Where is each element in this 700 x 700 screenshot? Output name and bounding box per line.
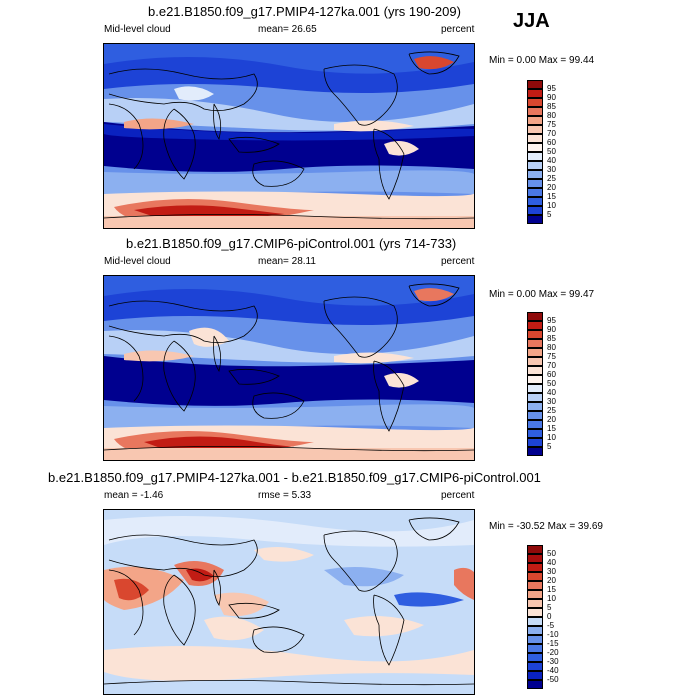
- cbar-1-label: 60: [547, 138, 556, 147]
- cbar-1-label: 80: [547, 111, 556, 120]
- panel-3-minmax-label: Min = -30.52 Max = 39.69: [489, 521, 603, 532]
- cbar-3-label: 40: [547, 558, 556, 567]
- cbar-1-label: 85: [547, 102, 556, 111]
- cbar-3-label: 5: [547, 603, 552, 612]
- panel-1-mean-label: mean= 26.65: [258, 24, 317, 35]
- cbar-2-label: 75: [547, 352, 556, 361]
- cbar-2-label: 85: [547, 334, 556, 343]
- season-label: JJA: [513, 10, 550, 32]
- panel-1-map: [103, 43, 475, 229]
- cbar-3-label: -20: [547, 648, 559, 657]
- cbar-3-label: 30: [547, 567, 556, 576]
- panel-2-minmax-label: Min = 0.00 Max = 99.47: [489, 289, 595, 300]
- cbar-3-label: -40: [547, 666, 559, 675]
- cbar-3-label: 0: [547, 612, 552, 621]
- panel-3-map-svg: [104, 510, 474, 694]
- cbar-2-label: 20: [547, 415, 556, 424]
- cbar-3-label: 20: [547, 576, 556, 585]
- panel-3-mean-label: mean = -1.46: [104, 490, 164, 501]
- panel-1-units-label: percent: [441, 24, 475, 35]
- cbar-1-label: 95: [547, 84, 556, 93]
- cbar-3-label: 15: [547, 585, 556, 594]
- cbar-1-label: 30: [547, 165, 556, 174]
- cbar-2-label: 90: [547, 325, 556, 334]
- panel-3-units-label: percent: [441, 490, 475, 501]
- cbar-2-label: 95: [547, 316, 556, 325]
- panel-1-colorbar: 95 90 85 80 75 70 60 50 40 30 25 20 15 1…: [527, 80, 587, 225]
- cbar-1-label: 10: [547, 201, 556, 210]
- cbar-1-label: 75: [547, 120, 556, 129]
- panel-2-mean-label: mean= 28.11: [258, 256, 316, 267]
- cbar-2-label: 25: [547, 406, 556, 415]
- cbar-2-label: 80: [547, 343, 556, 352]
- panel-3-rmse-label: rmse = 5.33: [258, 490, 312, 501]
- panel-2-units-label: percent: [441, 256, 475, 267]
- cbar-3-label: -10: [547, 630, 559, 639]
- panel-3-map: [103, 509, 475, 695]
- panel-3-title: b.e21.B1850.f09_g17.PMIP4-127ka.001 - b.…: [48, 470, 541, 485]
- panel-1-minmax-label: Min = 0.00 Max = 99.44: [489, 55, 595, 66]
- cbar-2-label: 60: [547, 370, 556, 379]
- cbar-2-label: 30: [547, 397, 556, 406]
- panel-3-colorbar: 50 40 30 20 15 10 5 0 -5 -10 -15 -20 -30…: [527, 545, 587, 690]
- cbar-1-label: 25: [547, 174, 556, 183]
- panel-2-title: b.e21.B1850.f09_g17.CMIP6-piControl.001 …: [126, 236, 457, 251]
- cbar-2-label: 10: [547, 433, 556, 442]
- cbar-3-label: -50: [547, 675, 559, 684]
- cbar-3-label: -30: [547, 657, 559, 666]
- cbar-3-label: -5: [547, 621, 555, 630]
- panel-2-colorbar: 95 90 85 80 75 70 60 50 40 30 25 20 15 1…: [527, 312, 587, 457]
- panel-1-variable-label: Mid-level cloud: [104, 24, 171, 35]
- cbar-2-label: 50: [547, 379, 556, 388]
- cbar-1-label: 5: [547, 210, 552, 219]
- cbar-3-label: 10: [547, 594, 556, 603]
- cbar-2-label: 70: [547, 361, 556, 370]
- cbar-3-label: 50: [547, 549, 556, 558]
- panel-1-title: b.e21.B1850.f09_g17.PMIP4-127ka.001 (yrs…: [148, 4, 461, 19]
- cbar-1-label: 40: [547, 156, 556, 165]
- cbar-1-label: 20: [547, 183, 556, 192]
- cbar-2-label: 5: [547, 442, 552, 451]
- cbar-3-label: -15: [547, 639, 559, 648]
- cbar-1-label: 70: [547, 129, 556, 138]
- cbar-1-label: 15: [547, 192, 556, 201]
- cbar-1-label: 50: [547, 147, 556, 156]
- cbar-2-label: 40: [547, 388, 556, 397]
- panel-2-map-svg: [104, 276, 474, 460]
- cbar-1-label: 90: [547, 93, 556, 102]
- panel-1-map-svg: [104, 44, 474, 228]
- panel-2-variable-label: Mid-level cloud: [104, 256, 171, 267]
- cbar-2-label: 15: [547, 424, 556, 433]
- panel-2-map: [103, 275, 475, 461]
